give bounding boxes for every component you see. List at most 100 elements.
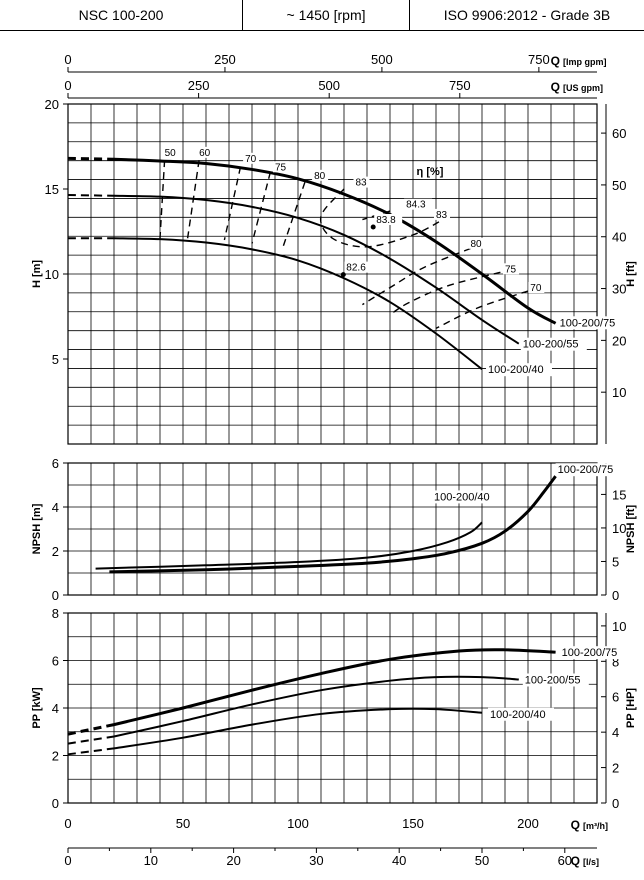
efficiency-label-bg	[197, 146, 214, 158]
efficiency-label-bg	[353, 176, 370, 188]
y-tick-label: 0	[52, 588, 59, 603]
y-right-tick-label: 20	[612, 333, 626, 348]
npsh-series-label: 100-200/75	[558, 464, 614, 476]
y-right-tick-label: 40	[612, 230, 626, 245]
efficiency-label: 83.8	[376, 215, 396, 226]
top-x-tick-label: 500	[371, 52, 393, 67]
y-tick-label: 6	[52, 654, 59, 669]
ls-tick-label: 40	[392, 853, 406, 868]
top-x-tick-label: 0	[64, 52, 71, 67]
series-label: 100-200/75	[562, 647, 618, 659]
header-divider	[0, 30, 644, 31]
efficiency-label-bg	[273, 161, 289, 173]
npsh-series-label: 100-200/40	[434, 491, 490, 503]
y-tick-label: 15	[45, 182, 59, 197]
efficiency-label-bg	[344, 261, 373, 273]
series-label-bg	[488, 707, 554, 721]
y-right-tick-label: 15	[612, 487, 626, 502]
y-right-tick-label: 6	[612, 690, 619, 705]
top-x-tick-label: 750	[449, 78, 471, 93]
efficiency-label: 70	[530, 283, 542, 294]
efficiency-label-bg	[528, 282, 545, 293]
efficiency-label-bg	[468, 237, 485, 249]
y-tick-label: 8	[52, 606, 59, 621]
top-x-axis-label: Q	[551, 54, 560, 68]
series-label-bg	[559, 646, 626, 660]
efficiency-label: 80	[471, 239, 483, 250]
series-label-bg	[432, 490, 498, 504]
top-x-tick-label: 500	[318, 78, 340, 93]
efficiency-iso-line	[281, 181, 306, 251]
header-bar: NSC 100-200 ~ 1450 [rpm] ISO 9906:2012 -…	[0, 0, 644, 31]
y-tick-label: 6	[52, 456, 59, 471]
series-label-bg	[557, 316, 624, 330]
y-right-tick-label: 8	[612, 654, 619, 669]
series-line-dashed	[67, 723, 115, 736]
ls-axis-label: Q	[571, 854, 580, 868]
x-axis-label: Q	[571, 818, 580, 832]
pump-model-label: NSC 100-200	[0, 0, 243, 31]
y-right-tick-label: 10	[612, 619, 626, 634]
series-label-bg	[522, 673, 589, 687]
bep-marker	[340, 272, 346, 278]
efficiency-label-bg	[243, 152, 260, 164]
efficiency-label: 84.3	[406, 200, 426, 211]
ls-axis-unit: [l/s]	[583, 857, 599, 867]
y-right-tick-label: 10	[612, 385, 626, 400]
bep-marker	[370, 224, 376, 230]
npsh-line	[95, 521, 483, 570]
y-tick-label: 2	[52, 544, 59, 559]
y-right-tick-label: 30	[612, 282, 626, 297]
efficiency-label-bg	[162, 146, 179, 158]
plot-frame	[67, 462, 598, 596]
y-axis-label: H [m]	[31, 260, 43, 288]
efficiency-iso-line	[159, 160, 166, 239]
y-right-axis-label: NPSH [ft]	[625, 505, 637, 554]
series-label-bg	[520, 337, 587, 351]
efficiency-iso-line	[186, 159, 200, 239]
y-tick-label: 20	[45, 97, 59, 112]
ls-tick-label: 60	[558, 853, 572, 868]
efficiency-label-bg	[434, 208, 450, 220]
x-tick-label: 150	[402, 816, 424, 831]
efficiency-label: 75	[505, 264, 517, 275]
efficiency-label: 50	[165, 148, 177, 159]
x-tick-label: 0	[64, 816, 71, 831]
efficiency-iso-line	[435, 290, 529, 330]
series-label-bg	[555, 463, 622, 477]
efficiency-label: 60	[199, 148, 211, 159]
y-tick-label: 10	[45, 267, 59, 282]
y-right-axis-label: PP [HP]	[625, 688, 637, 728]
pump-speed-label: ~ 1450 [rpm]	[243, 0, 410, 31]
y-right-tick-label: 5	[612, 554, 619, 569]
top-x-axis-label: Q	[551, 80, 560, 94]
series-label: 100-200/55	[525, 675, 581, 687]
efficiency-label: 80	[314, 171, 326, 182]
efficiency-label: 70	[245, 154, 257, 165]
efficiency-title: η [%]	[417, 166, 444, 178]
test-standard-label: ISO 9906:2012 - Grade 3B	[443, 7, 611, 23]
efficiency-iso-line	[223, 166, 242, 241]
series-label: 100-200/40	[488, 364, 544, 376]
x-tick-label: 200	[517, 816, 539, 831]
ls-tick-label: 30	[309, 853, 323, 868]
series-line	[113, 194, 520, 345]
top-x-axis-unit: [Imp gpm]	[563, 57, 607, 67]
y-right-tick-label: 60	[612, 126, 626, 141]
y-tick-label: 4	[52, 701, 59, 716]
series-line	[113, 157, 557, 325]
y-tick-label: 4	[52, 500, 59, 515]
y-tick-label: 5	[52, 352, 59, 367]
y-right-tick-label: 10	[612, 521, 626, 536]
series-line	[113, 707, 483, 750]
series-line	[113, 675, 519, 738]
top-x-axis-unit: [US gpm]	[563, 83, 603, 93]
ls-tick-label: 20	[226, 853, 240, 868]
series-line-dashed	[67, 735, 115, 745]
y-right-tick-label: 0	[612, 588, 619, 603]
efficiency-label: 83	[436, 210, 448, 221]
efficiency-label: 75	[275, 162, 287, 173]
efficiency-label-bg	[374, 214, 403, 225]
series-line-dashed	[67, 193, 115, 197]
